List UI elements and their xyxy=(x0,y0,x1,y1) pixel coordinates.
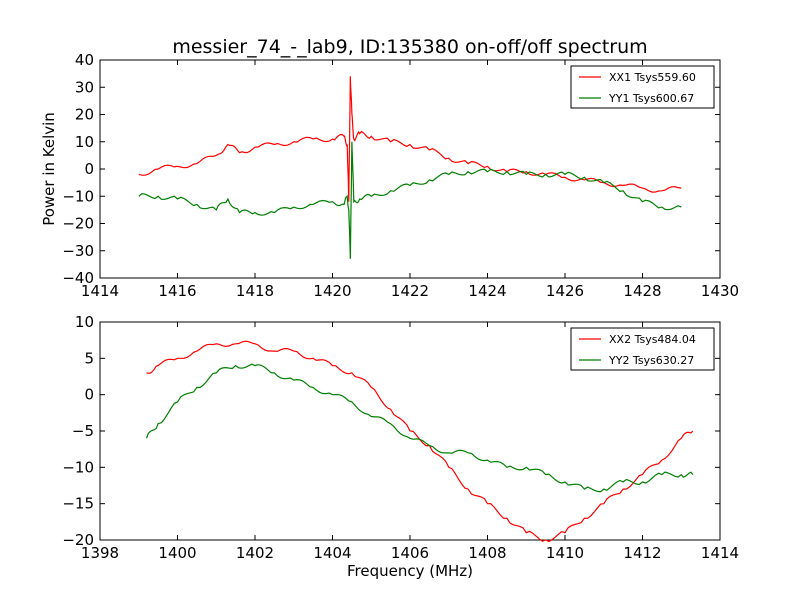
y-tick-label: 10 xyxy=(75,133,94,151)
x-tick-label: 1426 xyxy=(546,282,584,300)
y-tick-label: 30 xyxy=(75,78,94,96)
x-tick-label: 1428 xyxy=(623,282,661,300)
series-line-xx xyxy=(138,76,682,202)
x-tick-label: 1402 xyxy=(236,544,274,562)
y-tick-label: 0 xyxy=(84,386,94,404)
x-tick-label: 1414 xyxy=(701,544,739,562)
y-tick-label: −20 xyxy=(62,215,94,233)
y-tick-label: −40 xyxy=(62,269,94,287)
bottom-panel: Frequency (MHz) 1398 1400 1402 1404 1406 1408… xyxy=(62,313,739,580)
y-tick-label: −15 xyxy=(62,495,94,513)
x-tick-label: 1410 xyxy=(546,544,584,562)
x-tick-label: 1424 xyxy=(468,282,506,300)
x-tick-label: 1430 xyxy=(701,282,739,300)
x-tick-label: 1398 xyxy=(81,544,119,562)
y-tick-label: −5 xyxy=(72,422,94,440)
y-tick-label: 10 xyxy=(75,313,94,331)
y-tick-label: −30 xyxy=(62,242,94,260)
y-tick-label: 5 xyxy=(84,349,94,367)
x-tick-label: 1416 xyxy=(158,282,196,300)
x-tick-label: 1408 xyxy=(468,544,506,562)
x-tick-label: 1404 xyxy=(313,544,351,562)
series-line-yy xyxy=(145,363,694,493)
y-tick-label: −10 xyxy=(62,458,94,476)
x-tick-label: 1420 xyxy=(313,282,351,300)
x-tick-label: 1412 xyxy=(623,544,661,562)
y-tick-label: 40 xyxy=(75,51,94,69)
x-tick-label: 1406 xyxy=(391,544,429,562)
chart-title: messier_74_-_lab9, ID:135380 on-off/off … xyxy=(172,36,647,58)
y-tick-label: 20 xyxy=(75,106,94,124)
legend-box xyxy=(570,65,715,109)
legend-label: XX2 Tsys484.04 xyxy=(609,333,696,346)
x-tick-label: 1422 xyxy=(391,282,429,300)
y-tick-label: −10 xyxy=(62,187,94,205)
series-line-yy xyxy=(138,141,682,259)
legend-label: YY1 Tsys600.67 xyxy=(608,92,694,105)
x-axis-label: Frequency (MHz) xyxy=(347,562,473,580)
y-tick-label: 0 xyxy=(84,160,94,178)
legend-label: YY2 Tsys630.27 xyxy=(608,354,694,367)
top-panel: messier_74_-_lab9, ID:135380 on-off/off … xyxy=(40,36,739,300)
legend-box xyxy=(570,327,715,371)
y-tick-label: −20 xyxy=(62,531,94,549)
x-tick-label: 1418 xyxy=(236,282,274,300)
y-axis-label: Power in Kelvin xyxy=(40,112,58,226)
x-tick-label: 1414 xyxy=(81,282,119,300)
legend-label: XX1 Tsys559.60 xyxy=(609,71,696,84)
x-tick-label: 1400 xyxy=(158,544,196,562)
